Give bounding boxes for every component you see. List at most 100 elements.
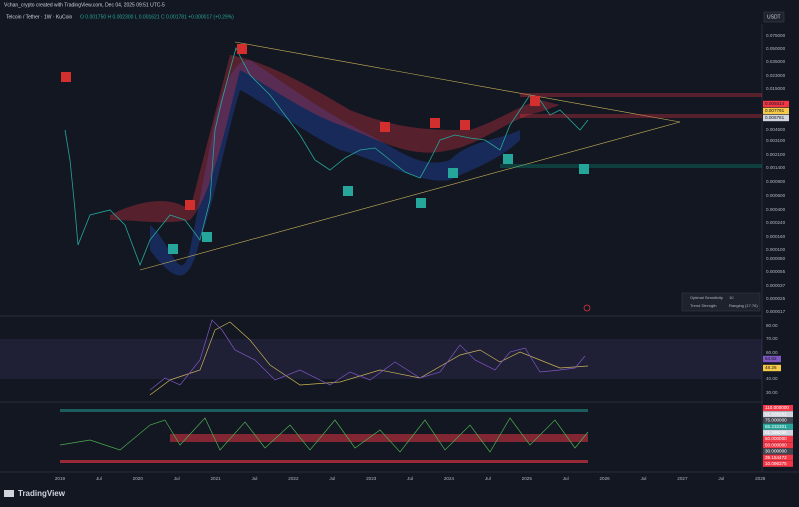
legend-value: 10 xyxy=(729,295,734,300)
rsi-label: 70.00 xyxy=(766,336,778,341)
symbol: Telcoin / Tether · 1W · KuCoin xyxy=(6,14,73,20)
price-label: 0.050000 xyxy=(766,46,786,51)
sell-markers xyxy=(61,44,540,210)
osc-label: 65.232301 xyxy=(765,424,787,429)
legend-label: Trend Strength xyxy=(690,303,717,308)
time-label: 2023 xyxy=(366,476,377,481)
price-label: 0.000080 xyxy=(766,256,786,261)
legend-label: Optimal Sensitivity xyxy=(690,295,723,300)
osc-badge xyxy=(763,405,793,411)
credit: Vchan_crypto created with TradingView.co… xyxy=(4,2,165,8)
price-badge xyxy=(763,114,789,122)
osc-label: 50.000000 xyxy=(765,436,787,441)
osc-badge xyxy=(763,436,793,442)
rsi-badge-label: 54.82 xyxy=(765,356,777,361)
osc-label: 30.000000 xyxy=(765,449,787,454)
time-label: Jul xyxy=(407,476,413,481)
time-label: 2025 xyxy=(522,476,533,481)
price-label: 0.003100 xyxy=(766,138,786,143)
time-label: Jul xyxy=(485,476,491,481)
footer-brand: TradingView xyxy=(18,489,66,498)
legend-value: Ranging (17.76) xyxy=(729,303,758,308)
osc-badge xyxy=(763,423,793,430)
price-label: 0.000025 xyxy=(766,296,786,301)
price-label: 0.000900 xyxy=(766,179,786,184)
time-label: 2024 xyxy=(444,476,455,481)
osc-line xyxy=(59,417,589,453)
ohlc: O 0.001750 H 0.002300 L 0.001621 C 0.001… xyxy=(80,14,234,20)
rsi-badge xyxy=(763,355,781,363)
currency-box xyxy=(763,11,785,23)
price-badge-label: 0.007791 xyxy=(765,108,785,113)
time-label: 2026 xyxy=(599,476,610,481)
time-label: Jul xyxy=(252,476,258,481)
time-label: Jul xyxy=(563,476,569,481)
osc-badge xyxy=(763,460,793,467)
price-badge xyxy=(763,100,789,108)
price-label: 0.004500 xyxy=(766,127,786,132)
rsi-badge xyxy=(763,364,781,372)
time-label: 2021 xyxy=(210,476,221,481)
time-label: 2019 xyxy=(55,476,66,481)
rsi-label: 80.00 xyxy=(766,323,778,328)
rsi-label: 60.00 xyxy=(766,350,778,355)
osc-label: 61.398268 xyxy=(765,430,787,435)
price-label: 0.000017 xyxy=(766,309,786,314)
osc-fill xyxy=(170,434,588,442)
time-label: Jul xyxy=(329,476,335,481)
price-badge-label: 0.009314 xyxy=(765,101,785,106)
osc-badge xyxy=(763,454,793,461)
price-label: 0.075000 xyxy=(766,33,786,38)
time-label: 2020 xyxy=(133,476,144,481)
osc-label: 110.000000 xyxy=(765,405,789,410)
osc-badge xyxy=(763,411,793,418)
price-label: 0.000100 xyxy=(766,247,786,252)
osc-label: 39.154472 xyxy=(765,455,787,460)
logo xyxy=(4,490,14,497)
time-label: 2027 xyxy=(677,476,688,481)
time-label: Jul xyxy=(718,476,724,481)
buy-markers xyxy=(168,154,589,254)
osc-badge xyxy=(763,417,793,424)
osc-strip xyxy=(60,460,588,463)
time-label: 2022 xyxy=(288,476,299,481)
price-label: 0.035000 xyxy=(766,59,786,64)
rsi-line xyxy=(149,319,586,391)
trendline xyxy=(234,41,681,123)
rsi-band xyxy=(0,339,762,379)
price-line xyxy=(64,46,589,267)
price-label: 0.001400 xyxy=(766,165,786,170)
osc-strip xyxy=(60,409,588,412)
zone xyxy=(520,114,762,118)
price-label: 0.000160 xyxy=(766,234,786,239)
rsi-badge-label: 48.26 xyxy=(765,365,777,370)
price-label: 0.015000 xyxy=(766,86,786,91)
time-label: Jul xyxy=(641,476,647,481)
osc-badge xyxy=(763,442,793,449)
currency: USDT xyxy=(767,14,781,20)
price-badge-label: 0.006781 xyxy=(765,115,785,120)
price-label: 0.000055 xyxy=(766,269,786,274)
time-label: 2028 xyxy=(755,476,766,481)
rsi-label: 30.00 xyxy=(766,390,778,395)
cloud xyxy=(150,60,520,276)
price-label: 0.000600 xyxy=(766,193,786,198)
osc-label: 10.096375 xyxy=(765,461,787,466)
price-label: 0.023000 xyxy=(766,73,786,78)
osc-label: 75.000000 xyxy=(765,418,787,423)
time-label: Jul xyxy=(174,476,180,481)
price-label: 0.000400 xyxy=(766,207,786,212)
alert-icon[interactable] xyxy=(583,304,591,312)
time-label: Jul xyxy=(96,476,102,481)
osc-badge xyxy=(763,429,793,436)
osc-label: 91.608282 xyxy=(765,411,787,416)
osc-label: 50.000000 xyxy=(765,442,787,447)
zone xyxy=(520,93,762,97)
price-label: 0.000240 xyxy=(766,220,786,225)
legend-box xyxy=(681,292,761,312)
price-label: 0.002100 xyxy=(766,152,786,157)
rsi-label: 40.00 xyxy=(766,376,778,381)
trendline xyxy=(139,121,681,271)
